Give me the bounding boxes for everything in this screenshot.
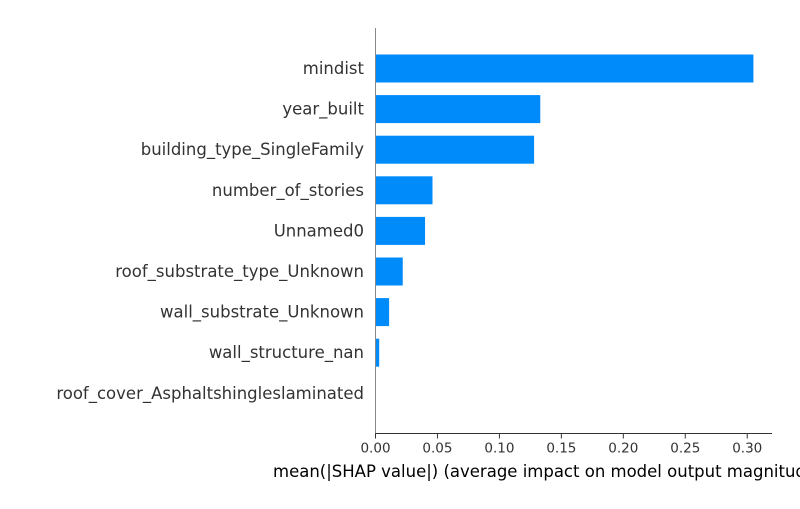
category-label: number_of_stories: [212, 181, 364, 201]
x-tick-label: 0.30: [732, 441, 762, 457]
bar-wall_structure_nan: [375, 338, 380, 367]
bar-Unnamed0: [375, 216, 426, 245]
x-tick-label: 0.10: [484, 441, 514, 457]
category-label: roof_substrate_type_Unknown: [115, 262, 364, 282]
category-label: mindist: [303, 59, 365, 78]
x-ticks-group: 0.00 0.05 0.10 0.15 0.20 0.25 0.30: [360, 433, 762, 457]
category-label: wall_structure_nan: [209, 343, 364, 363]
bar-number_of_stories: [375, 176, 433, 205]
category-label: wall_substrate_Unknown: [160, 303, 364, 323]
category-label: building_type_SingleFamily: [141, 140, 365, 160]
x-axis-title: mean(|SHAP value|) (average impact on mo…: [273, 462, 800, 481]
category-labels-group: mindist year_built building_type_SingleFam…: [56, 59, 364, 404]
bar-mindist: [375, 54, 754, 83]
x-tick-label: 0.25: [670, 441, 700, 457]
category-label: Unnamed0: [274, 221, 364, 240]
category-label: year_built: [282, 100, 364, 120]
category-label: roof_cover_Asphaltshingleslaminated: [56, 384, 364, 404]
x-tick-label: 0.05: [422, 441, 452, 457]
bars-group: [375, 54, 754, 367]
bar-year_built: [375, 95, 541, 124]
x-tick-label: 0.00: [360, 441, 390, 457]
x-tick-label: 0.20: [608, 441, 638, 457]
x-tick-label: 0.15: [546, 441, 576, 457]
bar-roof_substrate_type_Unknown: [375, 257, 403, 286]
bar-building_type_SingleFamily: [375, 135, 535, 164]
bar-wall_substrate_Unknown: [375, 298, 390, 327]
